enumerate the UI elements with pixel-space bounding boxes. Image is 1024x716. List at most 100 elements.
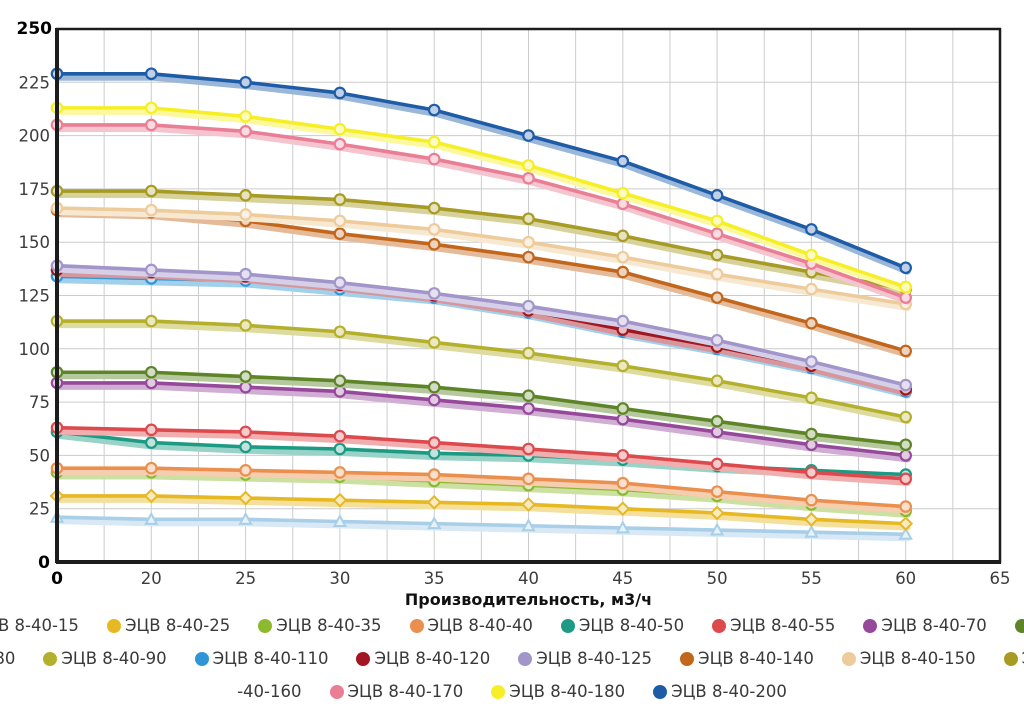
- legend-label: ЭЦВ 8-40-180: [509, 682, 626, 701]
- data-point-marker: [710, 457, 724, 471]
- data-point-marker: [899, 472, 912, 486]
- data-point-marker: [427, 336, 441, 349]
- legend-item[interactable]: ЭЦВ 8-40-25: [106, 616, 230, 635]
- data-point-marker: [239, 267, 252, 281]
- data-point-marker: [145, 67, 158, 81]
- data-point-marker: [522, 129, 535, 142]
- data-point-marker: [333, 276, 347, 290]
- data-point-marker: [333, 86, 347, 100]
- legend-label: ЭЦВ 8-40-15: [0, 616, 79, 635]
- y-tick-label: 0: [38, 553, 50, 573]
- data-point-marker: [710, 374, 724, 388]
- series-halo-ЭЦВ 8-40-170: [56, 125, 911, 305]
- data-point-marker: [899, 449, 912, 462]
- series-halo-ЭЦВ 8-40-150: [56, 209, 911, 312]
- data-point-marker: [899, 438, 912, 452]
- data-point-marker: [805, 466, 818, 479]
- legend-item[interactable]: ЭЦВ 8-40-90: [43, 649, 167, 668]
- data-point-marker: [145, 365, 158, 379]
- legend-label: ЭЦВ 8-40-200: [671, 682, 787, 701]
- series-halo-ЭЦВ 8-40-25: [56, 496, 911, 531]
- data-point-marker: [899, 378, 912, 392]
- x-tick-label: 60: [895, 569, 916, 588]
- legend-item[interactable]: ЭЦВ 8-40-125: [518, 649, 652, 668]
- series-line-ЭЦВ 8-40-180: [55, 106, 908, 289]
- legend-item[interactable]: ЭЦВ 8-40-170: [329, 682, 463, 701]
- data-point-marker: [899, 280, 912, 294]
- legend-item[interactable]: ЭЦВ 8-40-180: [491, 682, 625, 701]
- data-point-marker: [427, 152, 441, 166]
- legend-swatch-icon: [1014, 618, 1024, 633]
- series-line-ЭЦВ 8-40-25: [55, 494, 908, 526]
- legend-item[interactable]: -40-160: [237, 682, 301, 701]
- data-point-marker: [239, 370, 252, 383]
- data-point-marker: [616, 229, 630, 243]
- legend-item[interactable]: ЭЦВ 8-40-40: [409, 616, 533, 635]
- series-line-ЭЦВ 8-40-55: [55, 425, 908, 481]
- data-point-marker: [427, 287, 441, 300]
- legend-label: ЭЦВ 8-40-90: [61, 649, 167, 668]
- legend-row-3: -40-160 ЭЦВ 8-40-170 ЭЦВ 8-40-180 ЭЦВ 8-40-…: [0, 675, 1024, 708]
- legend-swatch-icon: [841, 651, 856, 666]
- data-point-marker: [239, 208, 252, 221]
- data-point-marker: [238, 511, 253, 525]
- legend-swatch-icon: [43, 651, 58, 666]
- series-halo-ЭЦВ 8-40-180: [56, 108, 911, 294]
- legend-item[interactable]: ЭЦВ 8: [1003, 649, 1024, 668]
- data-point-marker: [616, 402, 630, 415]
- legend-item[interactable]: ЭЦВ 8-40-120: [356, 649, 490, 668]
- data-point-marker: [616, 359, 630, 373]
- series-halo-ЭЦВ 8-40-80: [56, 373, 911, 452]
- legend-swatch-icon: [560, 618, 575, 633]
- legend-swatch-icon: [518, 651, 533, 666]
- y-tick-label: 125: [19, 287, 51, 306]
- legend-swatch-icon: [258, 618, 273, 633]
- data-point-marker: [333, 374, 347, 388]
- legend-item[interactable]: ЭЦВ 8-40-70: [863, 616, 987, 635]
- legend-label: ЭЦВ 8-40-120: [374, 649, 491, 668]
- data-point-marker: [145, 423, 158, 437]
- data-point-marker: [616, 449, 630, 462]
- data-point-marker: [615, 520, 630, 534]
- legend-label: ЭЦВ 8-40-40: [427, 616, 533, 635]
- legend-item[interactable]: ЭЦВ 8-40-55: [712, 616, 835, 635]
- data-point-marker: [616, 476, 630, 490]
- data-point-marker: [427, 380, 441, 394]
- legend-item[interactable]: ЭЦВ 8-40-150: [841, 649, 976, 668]
- data-point-marker: [522, 299, 535, 313]
- series-line-ЭЦВ 8-40-40: [55, 466, 908, 509]
- data-point-marker: [805, 427, 818, 441]
- data-point-marker: [145, 263, 158, 277]
- legend-label: ЭЦВ 8-40-55: [730, 616, 836, 635]
- data-point-marker: [804, 524, 819, 538]
- legend-swatch-icon: [356, 651, 371, 666]
- series-line-ЭЦВ 8-40-15: [55, 515, 908, 537]
- data-point-marker: [427, 201, 441, 215]
- x-tick-label: 0: [51, 569, 63, 589]
- data-point-marker: [710, 414, 724, 428]
- legend-swatch-icon: [863, 618, 878, 633]
- data-point-marker: [710, 248, 724, 262]
- data-point-marker: [333, 442, 347, 456]
- legend-item[interactable]: 8-40-80: [0, 649, 15, 668]
- data-point-marker: [522, 389, 535, 403]
- x-tick-label: 30: [329, 569, 350, 588]
- legend-label: ЭЦВ 8-40-125: [536, 649, 653, 668]
- legend-swatch-icon: [491, 684, 506, 699]
- data-point-marker: [427, 516, 442, 530]
- data-point-marker: [426, 494, 442, 510]
- legend-item[interactable]: ЭЦВ 8-40-35: [258, 616, 382, 635]
- legend-item[interactable]: ЭЦВ 8-40-50: [560, 616, 684, 635]
- data-point-marker: [803, 511, 819, 527]
- legend-item[interactable]: ЭЦВ 8-40-140: [680, 649, 814, 668]
- legend-item[interactable]: ЭЦВ 8-40-15: [0, 616, 79, 635]
- data-point-marker: [333, 466, 347, 479]
- legend-item[interactable]: ЭЦВ: [1014, 616, 1024, 635]
- legend-item[interactable]: ЭЦВ 8-40-200: [653, 682, 787, 701]
- data-point-marker: [145, 118, 158, 132]
- legend-item[interactable]: ЭЦВ 8-40-110: [194, 649, 328, 668]
- data-point-marker: [522, 212, 535, 226]
- y-tick-label: 200: [19, 127, 51, 146]
- series-line-ЭЦВ 8-40-70: [55, 381, 908, 458]
